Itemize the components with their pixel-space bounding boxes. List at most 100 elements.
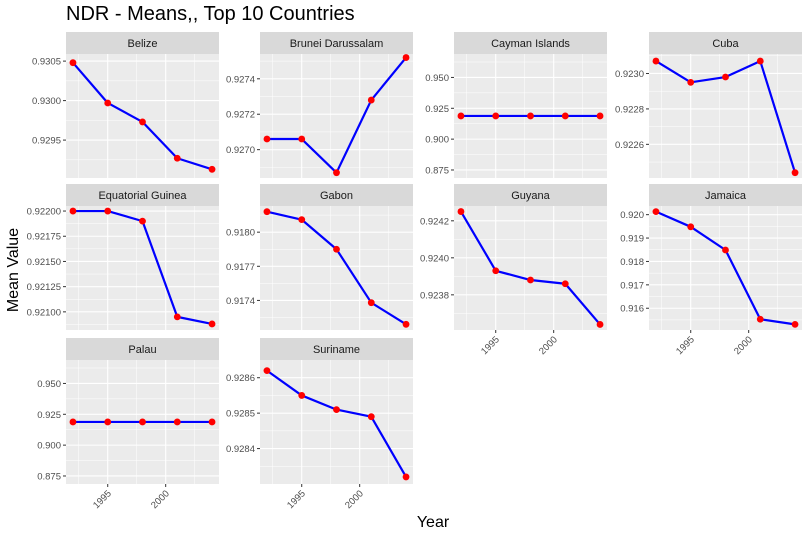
facet-label-cayman-islands: Cayman Islands <box>491 38 570 50</box>
panel-brunei-darussalam <box>260 54 413 178</box>
data-point-belize <box>139 118 146 126</box>
panel-jamaica <box>649 206 802 330</box>
data-point-palau <box>139 418 146 426</box>
panel-suriname <box>260 360 413 484</box>
data-point-belize <box>69 59 77 67</box>
x-axis-title: Year <box>416 514 450 531</box>
y-tick-label: 0.9285 <box>226 409 255 420</box>
facet-label-jamaica: Jamaica <box>705 190 747 202</box>
y-tick-label: 0.92200 <box>27 207 61 218</box>
data-point-equatorial-guinea <box>173 313 181 321</box>
x-tick-label: 1995 <box>674 334 697 357</box>
y-tick-label: 0.9295 <box>32 136 61 147</box>
facet-label-suriname: Suriname <box>313 344 360 356</box>
y-tick-label: 0.9272 <box>226 110 255 121</box>
facet-strip-jamaica <box>649 184 802 206</box>
x-tick-label: 1995 <box>285 488 308 511</box>
data-point-suriname <box>263 367 271 375</box>
data-point-brunei-darussalam <box>402 54 410 61</box>
data-point-jamaica <box>687 223 695 231</box>
y-tick-label: 0.925 <box>425 104 449 115</box>
facet-label-equatorial-guinea: Equatorial Guinea <box>98 190 187 202</box>
y-tick-label: 0.9284 <box>226 444 255 455</box>
data-point-cuba <box>687 78 695 86</box>
data-point-cayman-islands <box>492 112 500 120</box>
data-point-belize <box>173 154 181 162</box>
facet-strip-belize <box>66 32 219 54</box>
y-tick-label: 0.918 <box>620 257 644 268</box>
panel-gabon <box>260 206 413 330</box>
data-point-brunei-darussalam <box>367 96 375 104</box>
facet-strip-guyana <box>454 184 607 206</box>
y-tick-label: 0.9226 <box>615 140 644 151</box>
y-tick-label: 0.92175 <box>27 232 61 243</box>
facet-label-belize: Belize <box>128 38 158 50</box>
data-point-gabon <box>298 216 306 224</box>
data-point-cayman-islands <box>561 112 569 120</box>
y-tick-label: 0.925 <box>37 410 61 421</box>
y-tick-label: 0.9274 <box>226 74 255 85</box>
data-point-cuba <box>756 57 764 65</box>
data-point-gabon <box>333 245 340 253</box>
facet-strip-brunei-darussalam <box>260 32 413 54</box>
data-point-gabon <box>402 320 410 328</box>
x-tick-label: 1995 <box>479 334 502 357</box>
data-point-palau <box>173 418 181 426</box>
y-tick-label: 0.919 <box>620 234 644 245</box>
facet-strip-cuba <box>649 32 802 54</box>
y-tick-label: 0.92125 <box>27 282 61 293</box>
data-point-palau <box>104 418 112 426</box>
y-tick-label: 0.900 <box>37 441 61 452</box>
y-tick-label: 0.9180 <box>226 228 255 239</box>
data-point-suriname <box>402 473 410 481</box>
data-point-equatorial-guinea <box>208 320 216 328</box>
data-point-cayman-islands <box>596 112 604 120</box>
data-point-palau <box>208 418 216 426</box>
data-point-jamaica <box>652 208 660 216</box>
y-tick-label: 0.9228 <box>615 104 644 115</box>
data-point-equatorial-guinea <box>104 207 112 215</box>
data-point-brunei-darussalam <box>298 135 306 143</box>
data-point-guyana <box>596 321 604 328</box>
data-point-jamaica <box>756 315 764 323</box>
data-point-gabon <box>367 299 375 307</box>
y-tick-label: 0.917 <box>620 280 644 291</box>
y-tick-label: 0.9270 <box>226 145 255 156</box>
x-tick-label: 2000 <box>343 488 366 511</box>
y-tick-label: 0.900 <box>425 135 449 146</box>
y-tick-label: 0.9177 <box>226 262 255 273</box>
y-tick-label: 0.920 <box>620 210 644 221</box>
x-tick-label: 2000 <box>149 488 172 511</box>
y-tick-label: 0.9300 <box>32 96 61 107</box>
facet-label-guyana: Guyana <box>511 190 550 202</box>
data-point-guyana <box>527 276 534 284</box>
data-point-suriname <box>333 406 340 413</box>
y-tick-label: 0.92150 <box>27 257 61 268</box>
chart-title: NDR - Means,, Top 10 Countries <box>66 3 355 25</box>
panel-cuba <box>649 54 802 178</box>
y-tick-label: 0.92100 <box>27 307 61 318</box>
y-tick-label: 0.9174 <box>226 296 255 307</box>
data-point-belize <box>208 165 216 173</box>
facet-strip-gabon <box>260 184 413 206</box>
data-point-guyana <box>561 280 569 288</box>
data-point-guyana <box>492 267 500 275</box>
y-tick-label: 0.9242 <box>420 216 449 227</box>
data-point-suriname <box>298 392 306 399</box>
x-tick-label: 1995 <box>91 488 114 511</box>
data-point-guyana <box>457 208 465 215</box>
data-point-equatorial-guinea <box>139 217 146 225</box>
facet-strip-suriname <box>260 338 413 360</box>
y-tick-label: 0.9238 <box>420 290 449 301</box>
y-tick-label: 0.9305 <box>32 57 61 68</box>
y-tick-label: 0.9240 <box>420 253 449 264</box>
y-tick-label: 0.950 <box>37 379 61 390</box>
data-point-gabon <box>263 208 271 216</box>
y-tick-label: 0.9286 <box>226 373 255 384</box>
data-point-brunei-darussalam <box>263 135 271 143</box>
facet-label-gabon: Gabon <box>320 190 353 202</box>
data-point-belize <box>104 99 112 107</box>
data-point-cuba <box>791 169 799 177</box>
y-tick-label: 0.9230 <box>615 69 644 80</box>
